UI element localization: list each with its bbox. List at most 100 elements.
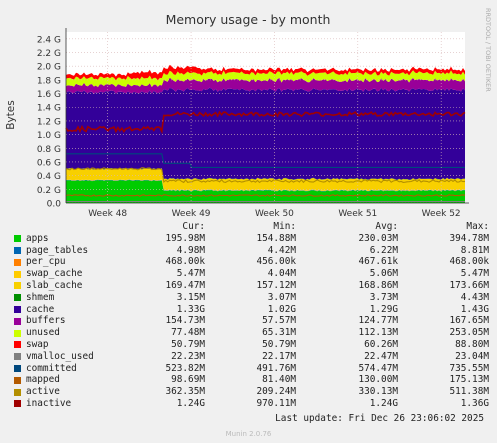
legend-avg-value: 112.13M: [358, 327, 398, 339]
legend-max-value: 511.38M: [449, 386, 489, 398]
legend-cur-value: 468.00k: [165, 256, 205, 268]
x-axis-ticks: Week 48 Week 49 Week 50 Week 51 Week 52: [88, 209, 460, 219]
area-buffers: [66, 77, 465, 94]
legend-swatch: [14, 317, 21, 325]
last-update-text: Last update: Fri Dec 26 23:06:02 2025: [275, 413, 484, 424]
legend-max-value: 394.78M: [449, 232, 489, 244]
legend-name: vmalloc_used: [26, 350, 94, 362]
legend-name: mapped: [26, 374, 60, 386]
legend-cur-value: 4.98M: [176, 244, 205, 256]
chart-title: Memory usage - by month: [166, 12, 331, 27]
legend-cur-value: 3.15M: [176, 291, 205, 303]
legend-min-value: 4.42M: [267, 244, 296, 256]
rrdtool-watermark: RRDTOOL / TOBI OETIKER: [484, 8, 492, 92]
legend-name: committed: [26, 362, 77, 374]
legend-min-value: 3.07M: [267, 291, 296, 303]
area-apps: [66, 180, 465, 203]
legend-swatch: [14, 258, 21, 266]
legend-row-shmem: shmem 3.15M 3.07M 3.73M 4.43M: [10, 291, 489, 304]
legend-cur-value: 50.79M: [171, 338, 205, 350]
area-unused: [66, 70, 465, 88]
legend-swatch: [14, 400, 21, 408]
legend-cur-value: 22.23M: [171, 350, 205, 362]
y-tick-label: 2.0 G: [37, 63, 61, 73]
legend-min-value: 456.00k: [256, 256, 296, 268]
legend-row-slab-cache: slab_cache 169.47M 157.12M 168.86M 173.66M: [10, 279, 489, 292]
legend-min-value: 491.76M: [256, 362, 296, 374]
area-shmem: [66, 168, 465, 181]
legend-cur-value: 154.73M: [165, 315, 205, 327]
legend-cur-value: 98.69M: [171, 374, 205, 386]
legend-max-value: 1.36G: [460, 397, 489, 409]
legend-swatch: [14, 294, 21, 302]
legend-max-value: 167.65M: [449, 315, 489, 327]
legend-name: apps: [26, 232, 49, 244]
stacked-areas: [66, 64, 465, 203]
legend-avg-value: 130.00M: [358, 374, 398, 386]
legend-avg-value: 1.24G: [369, 397, 398, 409]
grid-lines: [65, 28, 469, 204]
legend-row-apps: apps 195.98M 154.88M 230.03M 394.78M: [10, 232, 489, 245]
legend-row-vmalloc-used: vmalloc_used 22.23M 22.17M 22.47M 23.04M: [10, 350, 489, 363]
legend-name: per_cpu: [26, 256, 66, 268]
x-tick-label: Week 51: [338, 209, 377, 219]
legend-cur-value: 169.47M: [165, 279, 205, 291]
legend-name: shmem: [26, 291, 55, 303]
y-tick-label: 1.4 G: [37, 104, 61, 114]
legend-name: buffers: [26, 315, 66, 327]
y-tick-label: 0.8 G: [37, 145, 61, 155]
legend-name: inactive: [26, 397, 72, 409]
y-tick-label: 0.0: [47, 200, 62, 210]
legend-min-value: 4.04M: [267, 268, 296, 280]
legend-swatch: [14, 365, 21, 373]
legend-row-inactive: inactive 1.24G 970.11M 1.24G 1.36G: [10, 397, 489, 410]
legend-min-value: 57.57M: [262, 315, 296, 327]
legend-avg-value: 124.77M: [358, 315, 398, 327]
legend-min-value: 81.40M: [262, 374, 296, 386]
legend-max-value: 88.80M: [455, 338, 489, 350]
y-tick-label: 1.2 G: [37, 117, 61, 127]
legend-row-unused: unused 77.48M 65.31M 112.13M 253.05M: [10, 327, 489, 339]
legend-min-value: 157.12M: [256, 279, 296, 291]
col-cur-header: Cur:: [182, 221, 205, 232]
legend-avg-value: 1.29G: [369, 303, 398, 315]
legend-min-value: 50.79M: [262, 338, 296, 350]
legend-cur-value: 1.33G: [176, 303, 205, 315]
legend-swatch: [14, 376, 21, 384]
legend-avg-value: 3.73M: [369, 291, 398, 303]
x-tick-label: Week 50: [255, 209, 294, 219]
line-mapped: [65, 194, 466, 197]
x-tick-label: Week 48: [88, 209, 127, 219]
legend-avg-value: 60.26M: [364, 338, 398, 350]
y-tick-label: 1.8 G: [37, 76, 61, 86]
line-inactive: [65, 110, 466, 135]
legend-cur-value: 195.98M: [165, 232, 205, 244]
legend-swatch: [14, 270, 21, 278]
legend-avg-value: 168.86M: [358, 279, 398, 291]
legend-max-value: 5.47M: [460, 268, 489, 280]
legend-max-value: 253.05M: [449, 327, 489, 339]
legend-name: page_tables: [26, 244, 89, 256]
legend-swatch: [14, 341, 21, 349]
legend-row-mapped: mapped 98.69M 81.40M 130.00M 175.13M: [10, 374, 489, 386]
legend-min-value: 970.11M: [256, 397, 296, 409]
legend-name: swap: [26, 338, 49, 350]
legend-header: Cur: Min: Avg: Max:: [10, 221, 489, 233]
col-max-header: Max:: [466, 221, 489, 232]
legend-row-swap-cache: swap_cache 5.47M 4.04M 5.06M 5.47M: [10, 268, 489, 280]
legend-row-active: active 362.35M 209.24M 330.13M 511.38M: [10, 386, 489, 398]
legend-name: slab_cache: [26, 279, 83, 291]
area-slab-cache: [66, 168, 465, 191]
y-axis-ticks: 0.0 0.2 G 0.4 G 0.6 G 0.8 G 1.0 G 1.2 G 1.4 G 1.…: [37, 35, 61, 209]
line-active: [65, 167, 466, 184]
legend-avg-value: 5.06M: [369, 268, 398, 280]
legend-max-value: 173.66M: [449, 279, 489, 291]
legend-avg-value: 22.47M: [364, 350, 398, 362]
y-axis-label: Bytes: [5, 100, 17, 129]
legend-swatch: [14, 282, 21, 290]
legend-row-committed: committed 523.82M 491.76M 574.47M 735.55M: [10, 362, 489, 375]
legend-swatch: [14, 388, 21, 396]
legend-name: active: [26, 386, 60, 398]
legend-avg-value: 230.03M: [358, 232, 398, 244]
